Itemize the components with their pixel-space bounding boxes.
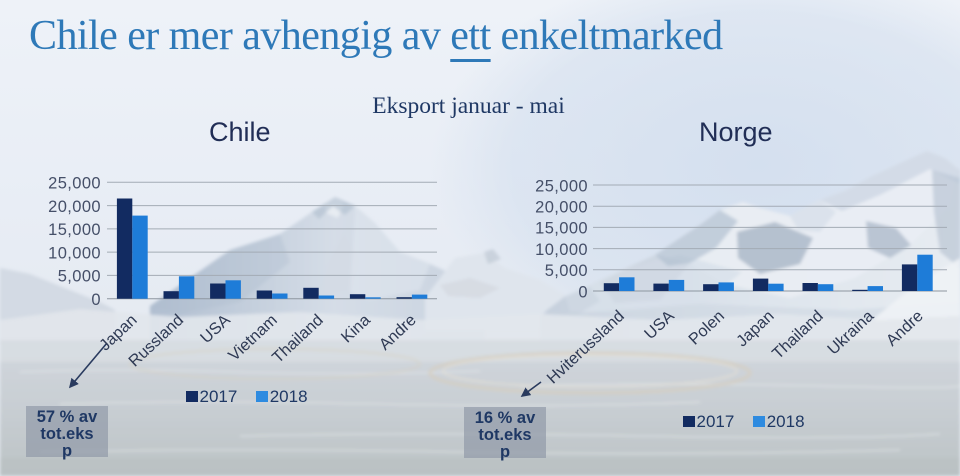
svg-text:0: 0: [578, 283, 588, 301]
svg-text:10,000: 10,000: [535, 241, 588, 259]
svg-text:0: 0: [91, 291, 101, 309]
svg-text:5,000: 5,000: [545, 262, 588, 280]
svg-text:15,000: 15,000: [48, 221, 101, 239]
svg-text:10,000: 10,000: [48, 244, 101, 262]
svg-text:15,000: 15,000: [535, 220, 588, 238]
svg-text:20,000: 20,000: [48, 198, 101, 216]
svg-text:25,000: 25,000: [48, 175, 101, 193]
svg-text:25,000: 25,000: [535, 177, 588, 195]
svg-text:20,000: 20,000: [535, 199, 588, 217]
svg-text:5,000: 5,000: [58, 268, 101, 286]
